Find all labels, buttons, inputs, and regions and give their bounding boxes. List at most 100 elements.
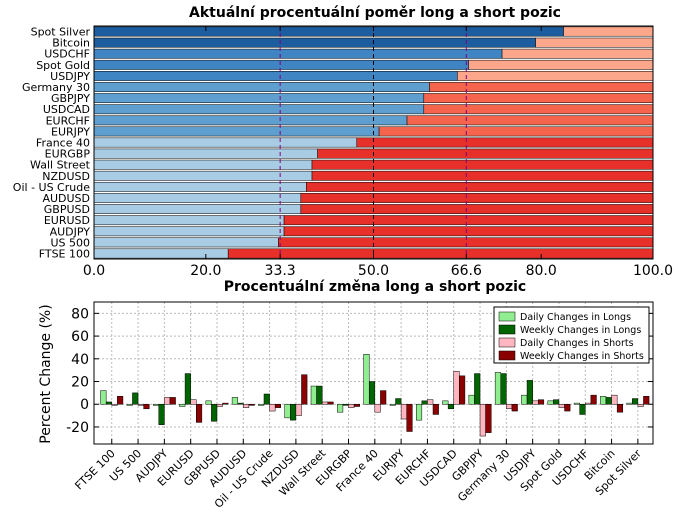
bar-usdchf-s4	[590, 394, 597, 405]
bar-bitcoin-s3	[611, 394, 618, 405]
bar-usdjpy-s4	[537, 399, 545, 405]
y-tick-label: 0	[80, 397, 89, 413]
category-label: EURGBP	[45, 148, 91, 161]
bar-spot-silver-s4	[643, 396, 650, 405]
short-bar-audusd	[300, 193, 654, 203]
bar-wall-street-s4	[327, 401, 334, 405]
bar-gbpusd-s1	[205, 400, 212, 405]
bar-gbpjpy-s4	[485, 403, 492, 433]
long-bar-france-40	[93, 137, 357, 148]
bar-us-500-s4	[143, 403, 150, 410]
short-bar-usdchf	[501, 48, 654, 59]
legend-label: Daily Changes in Longs	[520, 312, 631, 323]
short-bar-nzdusd	[311, 170, 654, 181]
bar-eurusd-s3	[190, 399, 197, 405]
category-label: France 40	[36, 137, 90, 150]
category-label: USDCHF	[44, 48, 90, 61]
bar-audjpy-s4	[169, 397, 176, 405]
legend-box	[493, 306, 650, 364]
long-bar-us-500	[93, 237, 279, 248]
bar-eurjpy-s2	[395, 398, 402, 405]
long-bar-usdcad	[93, 104, 425, 115]
short-bar-germany-30	[429, 82, 654, 92]
bar-usdchf-s3	[585, 402, 592, 405]
category-label: EURCHF	[46, 114, 90, 127]
bar-spot-silver-s3	[637, 403, 644, 407]
legend-label: Weekly Changes in Longs	[520, 325, 641, 336]
short-bar-gbpjpy	[423, 93, 654, 104]
bar-eurgbp-s2	[342, 403, 349, 406]
bar-bitcoin-s4	[616, 403, 623, 413]
bar-germany-30-s2	[500, 373, 507, 405]
bar-france-40-s1	[363, 354, 370, 405]
bar-eurchf-s2	[421, 400, 428, 405]
bar-usdcad-s3	[453, 371, 460, 405]
bar-usdcad-s1	[442, 400, 449, 405]
short-bar-audjpy	[283, 226, 654, 237]
bar-audusd-s3	[243, 403, 250, 408]
bar-us-500-s2	[132, 392, 139, 405]
legend-label: Weekly Changes in Shorts	[520, 351, 644, 362]
bar-eurusd-s4	[196, 403, 203, 423]
bar-eurjpy-s3	[400, 403, 407, 420]
bar-eurgbp-s3	[348, 403, 355, 408]
bar-spot-silver-s2	[632, 398, 639, 405]
y-tick-label: 20	[71, 375, 89, 391]
chart-title-positions: Aktuální procentuální poměr long a short…	[189, 5, 561, 21]
bar-france-40-s3	[374, 403, 381, 413]
long-bar-gbpusd	[93, 204, 302, 214]
y-axis-label: Percent Change (%)	[38, 304, 54, 443]
long-bar-nzdusd	[93, 170, 313, 181]
category-label: EURUSD	[44, 214, 90, 227]
category-label: USDJPY	[50, 70, 90, 83]
bar-germany-30-s3	[506, 403, 513, 410]
bar-oil-us-crude-s4	[274, 403, 282, 408]
bar-france-40-s2	[368, 381, 376, 405]
bar-wall-street-s3	[321, 401, 329, 405]
long-bar-germany-30	[93, 82, 430, 92]
bar-gbpjpy-s2	[474, 373, 481, 405]
bar-eurchf-s3	[427, 399, 434, 405]
long-bar-eurgbp	[93, 148, 318, 159]
category-label: USDCAD	[43, 103, 90, 116]
legend-swatch	[498, 337, 516, 348]
bar-usdjpy-s2	[526, 380, 533, 405]
bar-audusd-s1	[231, 397, 238, 405]
bar-eurchf-s4	[432, 403, 439, 415]
category-label: Spot Gold	[36, 59, 90, 72]
bar-us-500-s3	[137, 403, 144, 406]
category-label: US 500	[50, 236, 90, 249]
legend-label: Daily Changes in Shorts	[520, 338, 634, 349]
short-bar-spot-silver	[563, 26, 654, 37]
bar-gbpusd-s3	[216, 403, 223, 407]
bar-usdcad-s2	[447, 403, 454, 410]
short-bar-bitcoin	[535, 37, 654, 48]
bar-audusd-s2	[237, 402, 244, 405]
category-label: Oil - US Crude	[13, 181, 90, 194]
short-bar-ftse-100	[227, 248, 654, 259]
long-bar-ftse-100	[93, 248, 229, 259]
bar-france-40-s4	[380, 390, 387, 405]
bar-germany-30-s4	[511, 403, 518, 412]
x-tick-label: 80.0	[526, 263, 557, 279]
x-tick-label: 20.0	[190, 263, 221, 279]
bar-germany-30-s1	[494, 372, 502, 405]
bar-eurgbp-s1	[337, 403, 344, 413]
long-bar-bitcoin	[93, 37, 536, 48]
bar-eurchf-s1	[415, 403, 423, 421]
short-bar-eurchf	[406, 115, 654, 126]
short-bar-us-500	[278, 237, 654, 248]
bar-audusd-s4	[248, 403, 255, 406]
legend-swatch	[498, 350, 516, 361]
bar-oil-us-crude-s1	[258, 403, 265, 406]
bar-audjpy-s1	[152, 403, 160, 406]
bar-oil-us-crude-s2	[263, 393, 270, 405]
bar-usdchf-s2	[579, 403, 586, 415]
category-label: AUDJPY	[50, 225, 91, 238]
bar-spot-gold-s4	[564, 403, 571, 412]
long-bar-oil-us-crude	[93, 181, 307, 192]
x-tick-label: 66.6	[451, 263, 482, 279]
x-tick-label: 33.3	[265, 263, 296, 279]
short-bar-usdjpy	[457, 71, 654, 81]
